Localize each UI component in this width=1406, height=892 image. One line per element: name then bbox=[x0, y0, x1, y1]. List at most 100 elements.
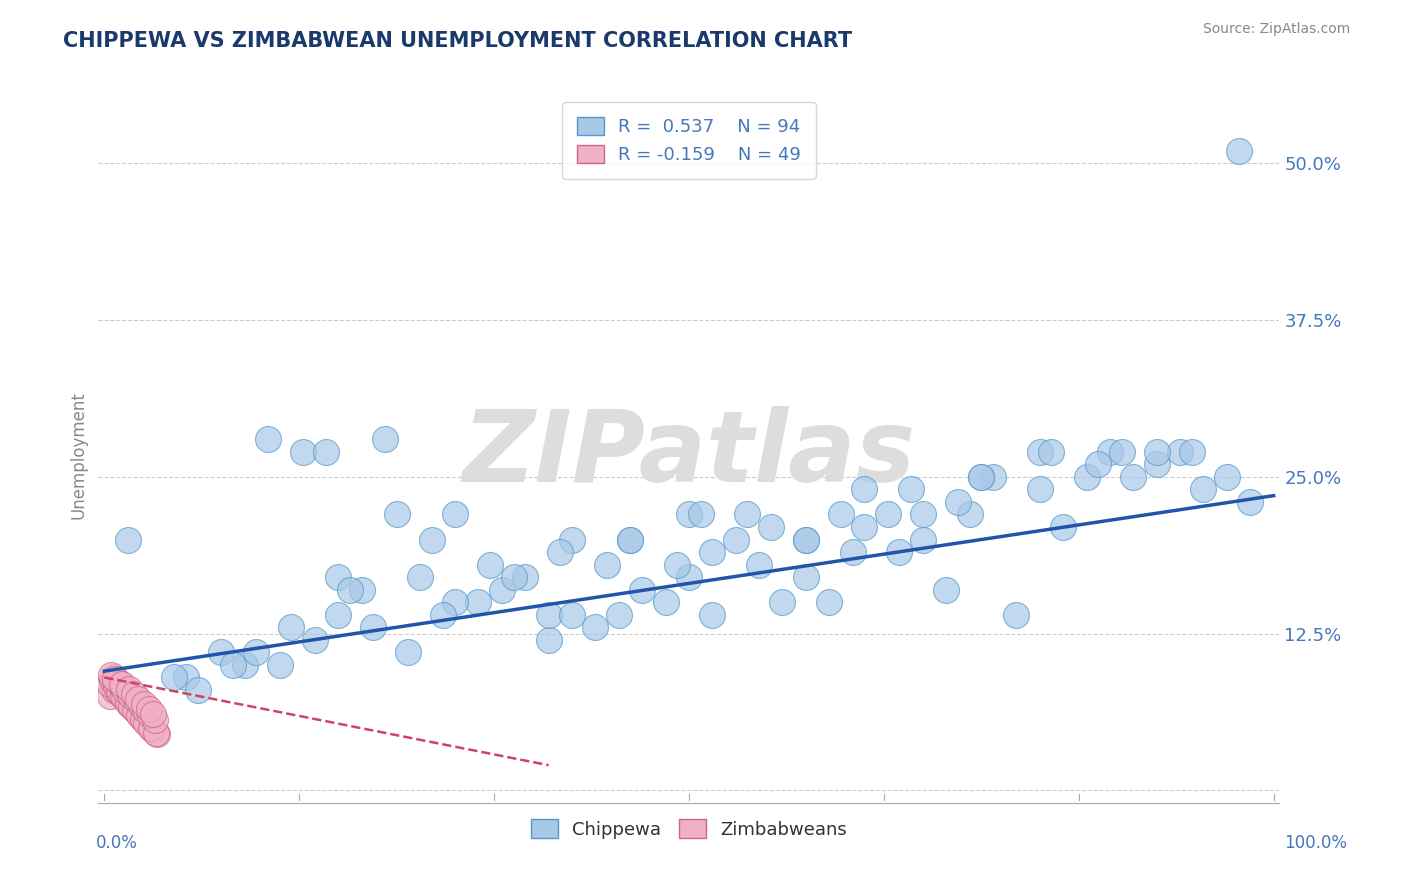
Point bbox=[104, 681, 127, 695]
Point bbox=[122, 687, 145, 701]
Point bbox=[103, 683, 125, 698]
Point bbox=[138, 702, 160, 716]
Point bbox=[104, 679, 127, 693]
Point bbox=[145, 725, 167, 739]
Point bbox=[114, 691, 136, 706]
Point bbox=[163, 670, 186, 684]
Point bbox=[104, 672, 127, 686]
Point bbox=[257, 432, 280, 446]
Point bbox=[654, 595, 676, 609]
Point bbox=[794, 570, 817, 584]
Point bbox=[491, 582, 513, 597]
Point bbox=[110, 678, 132, 692]
Point bbox=[818, 595, 841, 609]
Point bbox=[124, 703, 146, 717]
Point bbox=[900, 483, 922, 497]
Point bbox=[269, 657, 291, 672]
Point bbox=[385, 508, 408, 522]
Point bbox=[326, 570, 349, 584]
Point bbox=[1076, 470, 1098, 484]
Point bbox=[117, 696, 139, 710]
Point bbox=[678, 508, 700, 522]
Point bbox=[131, 710, 153, 724]
Point bbox=[946, 495, 969, 509]
Point bbox=[125, 693, 148, 707]
Point bbox=[209, 645, 232, 659]
Text: CHIPPEWA VS ZIMBABWEAN UNEMPLOYMENT CORRELATION CHART: CHIPPEWA VS ZIMBABWEAN UNEMPLOYMENT CORR… bbox=[63, 31, 852, 51]
Legend: Chippewa, Zimbabweans: Chippewa, Zimbabweans bbox=[523, 812, 855, 846]
Text: 100.0%: 100.0% bbox=[1284, 834, 1347, 852]
Point bbox=[396, 645, 419, 659]
Point bbox=[127, 691, 149, 706]
Point bbox=[502, 570, 524, 584]
Point bbox=[326, 607, 349, 622]
Point bbox=[911, 533, 934, 547]
Point bbox=[876, 508, 898, 522]
Text: Source: ZipAtlas.com: Source: ZipAtlas.com bbox=[1202, 22, 1350, 37]
Point bbox=[361, 620, 384, 634]
Point bbox=[374, 432, 396, 446]
Point bbox=[724, 533, 747, 547]
Point bbox=[1122, 470, 1144, 484]
Point bbox=[111, 676, 134, 690]
Point bbox=[1227, 144, 1250, 158]
Point bbox=[139, 708, 162, 723]
Point bbox=[112, 683, 135, 698]
Point bbox=[772, 595, 794, 609]
Text: 0.0%: 0.0% bbox=[96, 834, 138, 852]
Point bbox=[101, 673, 124, 687]
Point bbox=[120, 699, 142, 714]
Point bbox=[689, 508, 711, 522]
Point bbox=[607, 607, 630, 622]
Point bbox=[139, 721, 162, 735]
Point bbox=[1181, 444, 1204, 458]
Point bbox=[143, 713, 166, 727]
Point bbox=[1029, 483, 1052, 497]
Point bbox=[292, 444, 315, 458]
Point bbox=[108, 684, 131, 698]
Point bbox=[970, 470, 993, 484]
Point bbox=[561, 533, 583, 547]
Point bbox=[959, 508, 981, 522]
Point bbox=[737, 508, 759, 522]
Text: ZIPatlas: ZIPatlas bbox=[463, 407, 915, 503]
Point bbox=[103, 670, 125, 684]
Point bbox=[1040, 444, 1063, 458]
Point bbox=[479, 558, 502, 572]
Point bbox=[107, 685, 129, 699]
Point bbox=[142, 723, 165, 737]
Point bbox=[128, 708, 150, 723]
Point bbox=[187, 683, 209, 698]
Point bbox=[702, 545, 724, 559]
Point bbox=[1087, 458, 1109, 472]
Point bbox=[139, 721, 162, 735]
Point bbox=[1052, 520, 1074, 534]
Point bbox=[146, 727, 169, 741]
Point bbox=[1146, 458, 1168, 472]
Point bbox=[537, 632, 560, 647]
Point bbox=[105, 674, 128, 689]
Point bbox=[583, 620, 606, 634]
Point bbox=[118, 681, 141, 696]
Point bbox=[853, 520, 876, 534]
Point bbox=[444, 508, 467, 522]
Point bbox=[134, 714, 156, 729]
Point bbox=[409, 570, 432, 584]
Point bbox=[1098, 444, 1121, 458]
Point bbox=[830, 508, 852, 522]
Point bbox=[138, 716, 160, 731]
Point bbox=[128, 706, 150, 721]
Point bbox=[432, 607, 454, 622]
Point bbox=[132, 712, 155, 726]
Point bbox=[561, 607, 583, 622]
Point bbox=[315, 444, 337, 458]
Point bbox=[129, 698, 152, 712]
Point bbox=[125, 704, 148, 718]
Point bbox=[1111, 444, 1133, 458]
Point bbox=[233, 657, 256, 672]
Point bbox=[245, 645, 267, 659]
Point bbox=[222, 657, 245, 672]
Point bbox=[759, 520, 782, 534]
Point bbox=[1216, 470, 1239, 484]
Point bbox=[420, 533, 443, 547]
